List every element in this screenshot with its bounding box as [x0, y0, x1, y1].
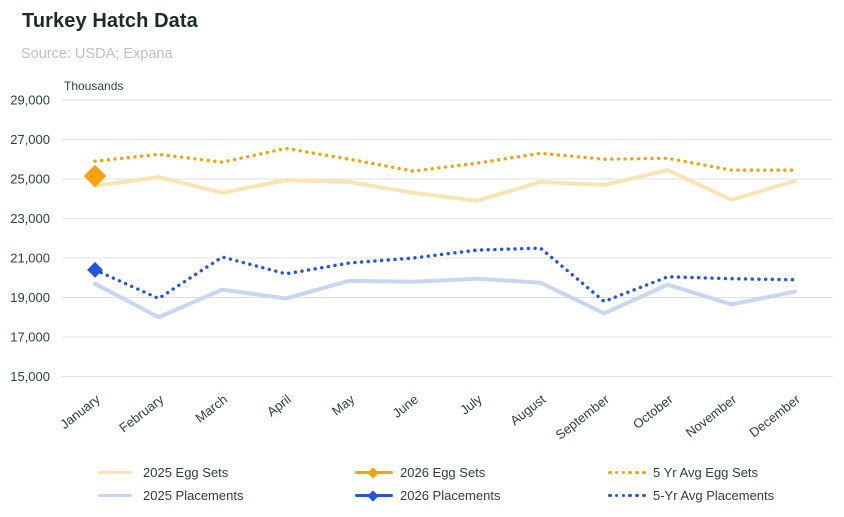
legend-swatch-5yr-avg-placements	[608, 489, 646, 503]
legend-swatch-2025-egg-sets	[98, 466, 136, 480]
legend-item-5yr-avg-egg-sets[interactable]: 5 Yr Avg Egg Sets	[608, 464, 758, 481]
x-tick-label: October	[630, 391, 676, 432]
y-axis-unit-label: Thousands	[64, 79, 124, 93]
x-tick-label: January	[57, 391, 103, 432]
y-tick-label: 19,000	[10, 290, 50, 305]
y-tick-label: 21,000	[10, 251, 50, 266]
chart-legend: 2025 Egg Sets 2025 Placements 2026 Egg S…	[0, 0, 844, 503]
y-tick-label: 29,000	[10, 93, 50, 108]
series-2025-egg-sets	[93, 168, 798, 203]
legend-label: 2025 Placements	[143, 488, 244, 503]
y-tick-label: 25,000	[10, 172, 50, 187]
series-5-yr-avg-placements	[93, 246, 797, 304]
chart-source: Source: USDA; Expana	[21, 46, 173, 62]
legend-swatch-5yr-avg-egg-sets	[608, 466, 646, 480]
series-2025-placements	[93, 276, 798, 320]
y-tick-label: 17,000	[10, 330, 50, 345]
legend-swatch-2025-placements	[98, 489, 136, 503]
legend-swatch-2026-egg-sets	[355, 466, 393, 480]
legend-item-2026-egg-sets[interactable]: 2026 Egg Sets	[355, 464, 485, 481]
legend-label: 2025 Egg Sets	[143, 465, 229, 480]
x-tick-label: May	[329, 391, 358, 418]
x-tick-label: September	[553, 391, 613, 442]
legend-label: 5-Yr Avg Placements	[653, 488, 775, 503]
series-5-yr-avg-egg-sets	[93, 146, 797, 173]
legend-item-5yr-avg-placements[interactable]: 5-Yr Avg Placements	[608, 487, 774, 504]
x-tick-label: March	[192, 392, 230, 426]
x-tick-label: February	[116, 391, 167, 435]
x-tick-label: April	[264, 391, 294, 419]
legend-label: 2026 Placements	[400, 488, 501, 503]
y-tick-label: 27,000	[10, 132, 50, 147]
x-tick-label: June	[390, 392, 421, 421]
legend-item-2025-egg-sets[interactable]: 2025 Egg Sets	[98, 464, 228, 481]
legend-label: 5 Yr Avg Egg Sets	[653, 465, 759, 480]
legend-label: 2026 Egg Sets	[400, 465, 486, 480]
x-tick-label: November	[683, 391, 740, 440]
line-chart-plot: 29,000 27,000 25,000 23,000 21,000 19,000 17,0…	[10, 93, 833, 443]
marker-2026-egg-sets	[83, 164, 107, 188]
x-tick-label: July	[457, 391, 485, 417]
x-tick-label: August	[507, 391, 548, 428]
legend-item-2026-placements[interactable]: 2026 Placements	[355, 487, 500, 504]
chart-title: Turkey Hatch Data	[22, 10, 198, 32]
legend-swatch-2026-placements	[355, 489, 393, 503]
x-tick-label: December	[746, 391, 803, 440]
y-tick-label: 23,000	[10, 211, 50, 226]
legend-item-2025-placements[interactable]: 2025 Placements	[98, 487, 243, 504]
y-tick-label: 15,000	[10, 369, 50, 384]
